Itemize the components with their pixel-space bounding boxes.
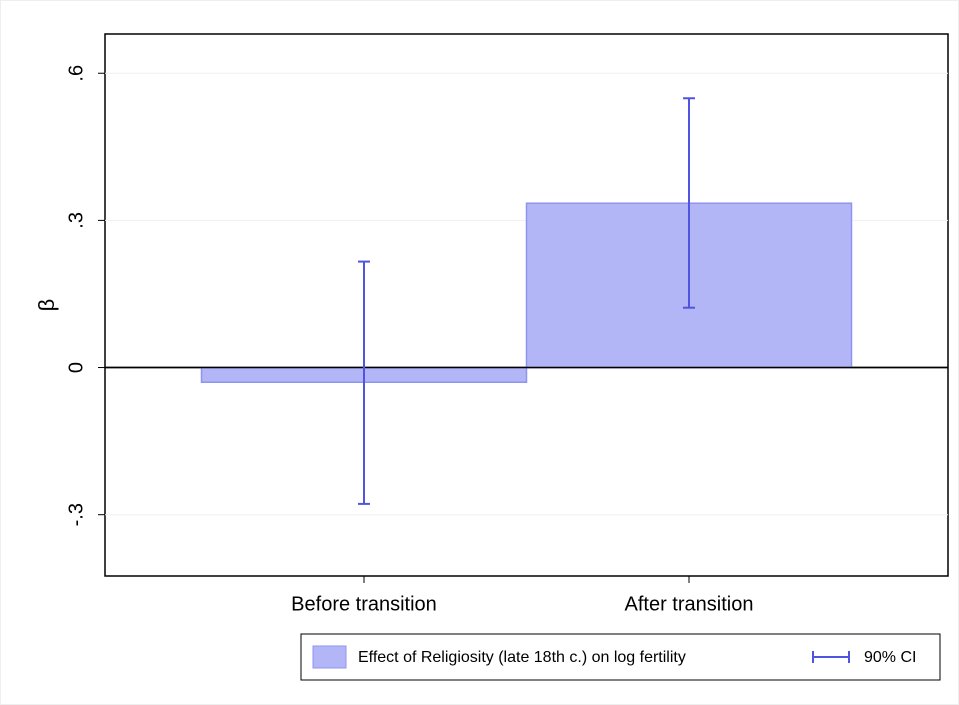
x-tick-label: Before transition [291, 593, 437, 615]
x-tick-label: After transition [625, 593, 754, 615]
y-axis-label: β [34, 299, 59, 312]
y-tick-label: 0 [65, 362, 87, 373]
legend-label: 90% CI [864, 649, 916, 666]
y-tick-label: -.3 [65, 503, 87, 526]
legend-label: Effect of Religiosity (late 18th c.) on … [358, 649, 686, 666]
y-tick-label: .3 [65, 212, 87, 229]
error-bar [358, 260, 370, 505]
error-bar [683, 97, 695, 309]
legend-swatch [312, 645, 347, 669]
y-tick-label: .6 [65, 65, 87, 82]
